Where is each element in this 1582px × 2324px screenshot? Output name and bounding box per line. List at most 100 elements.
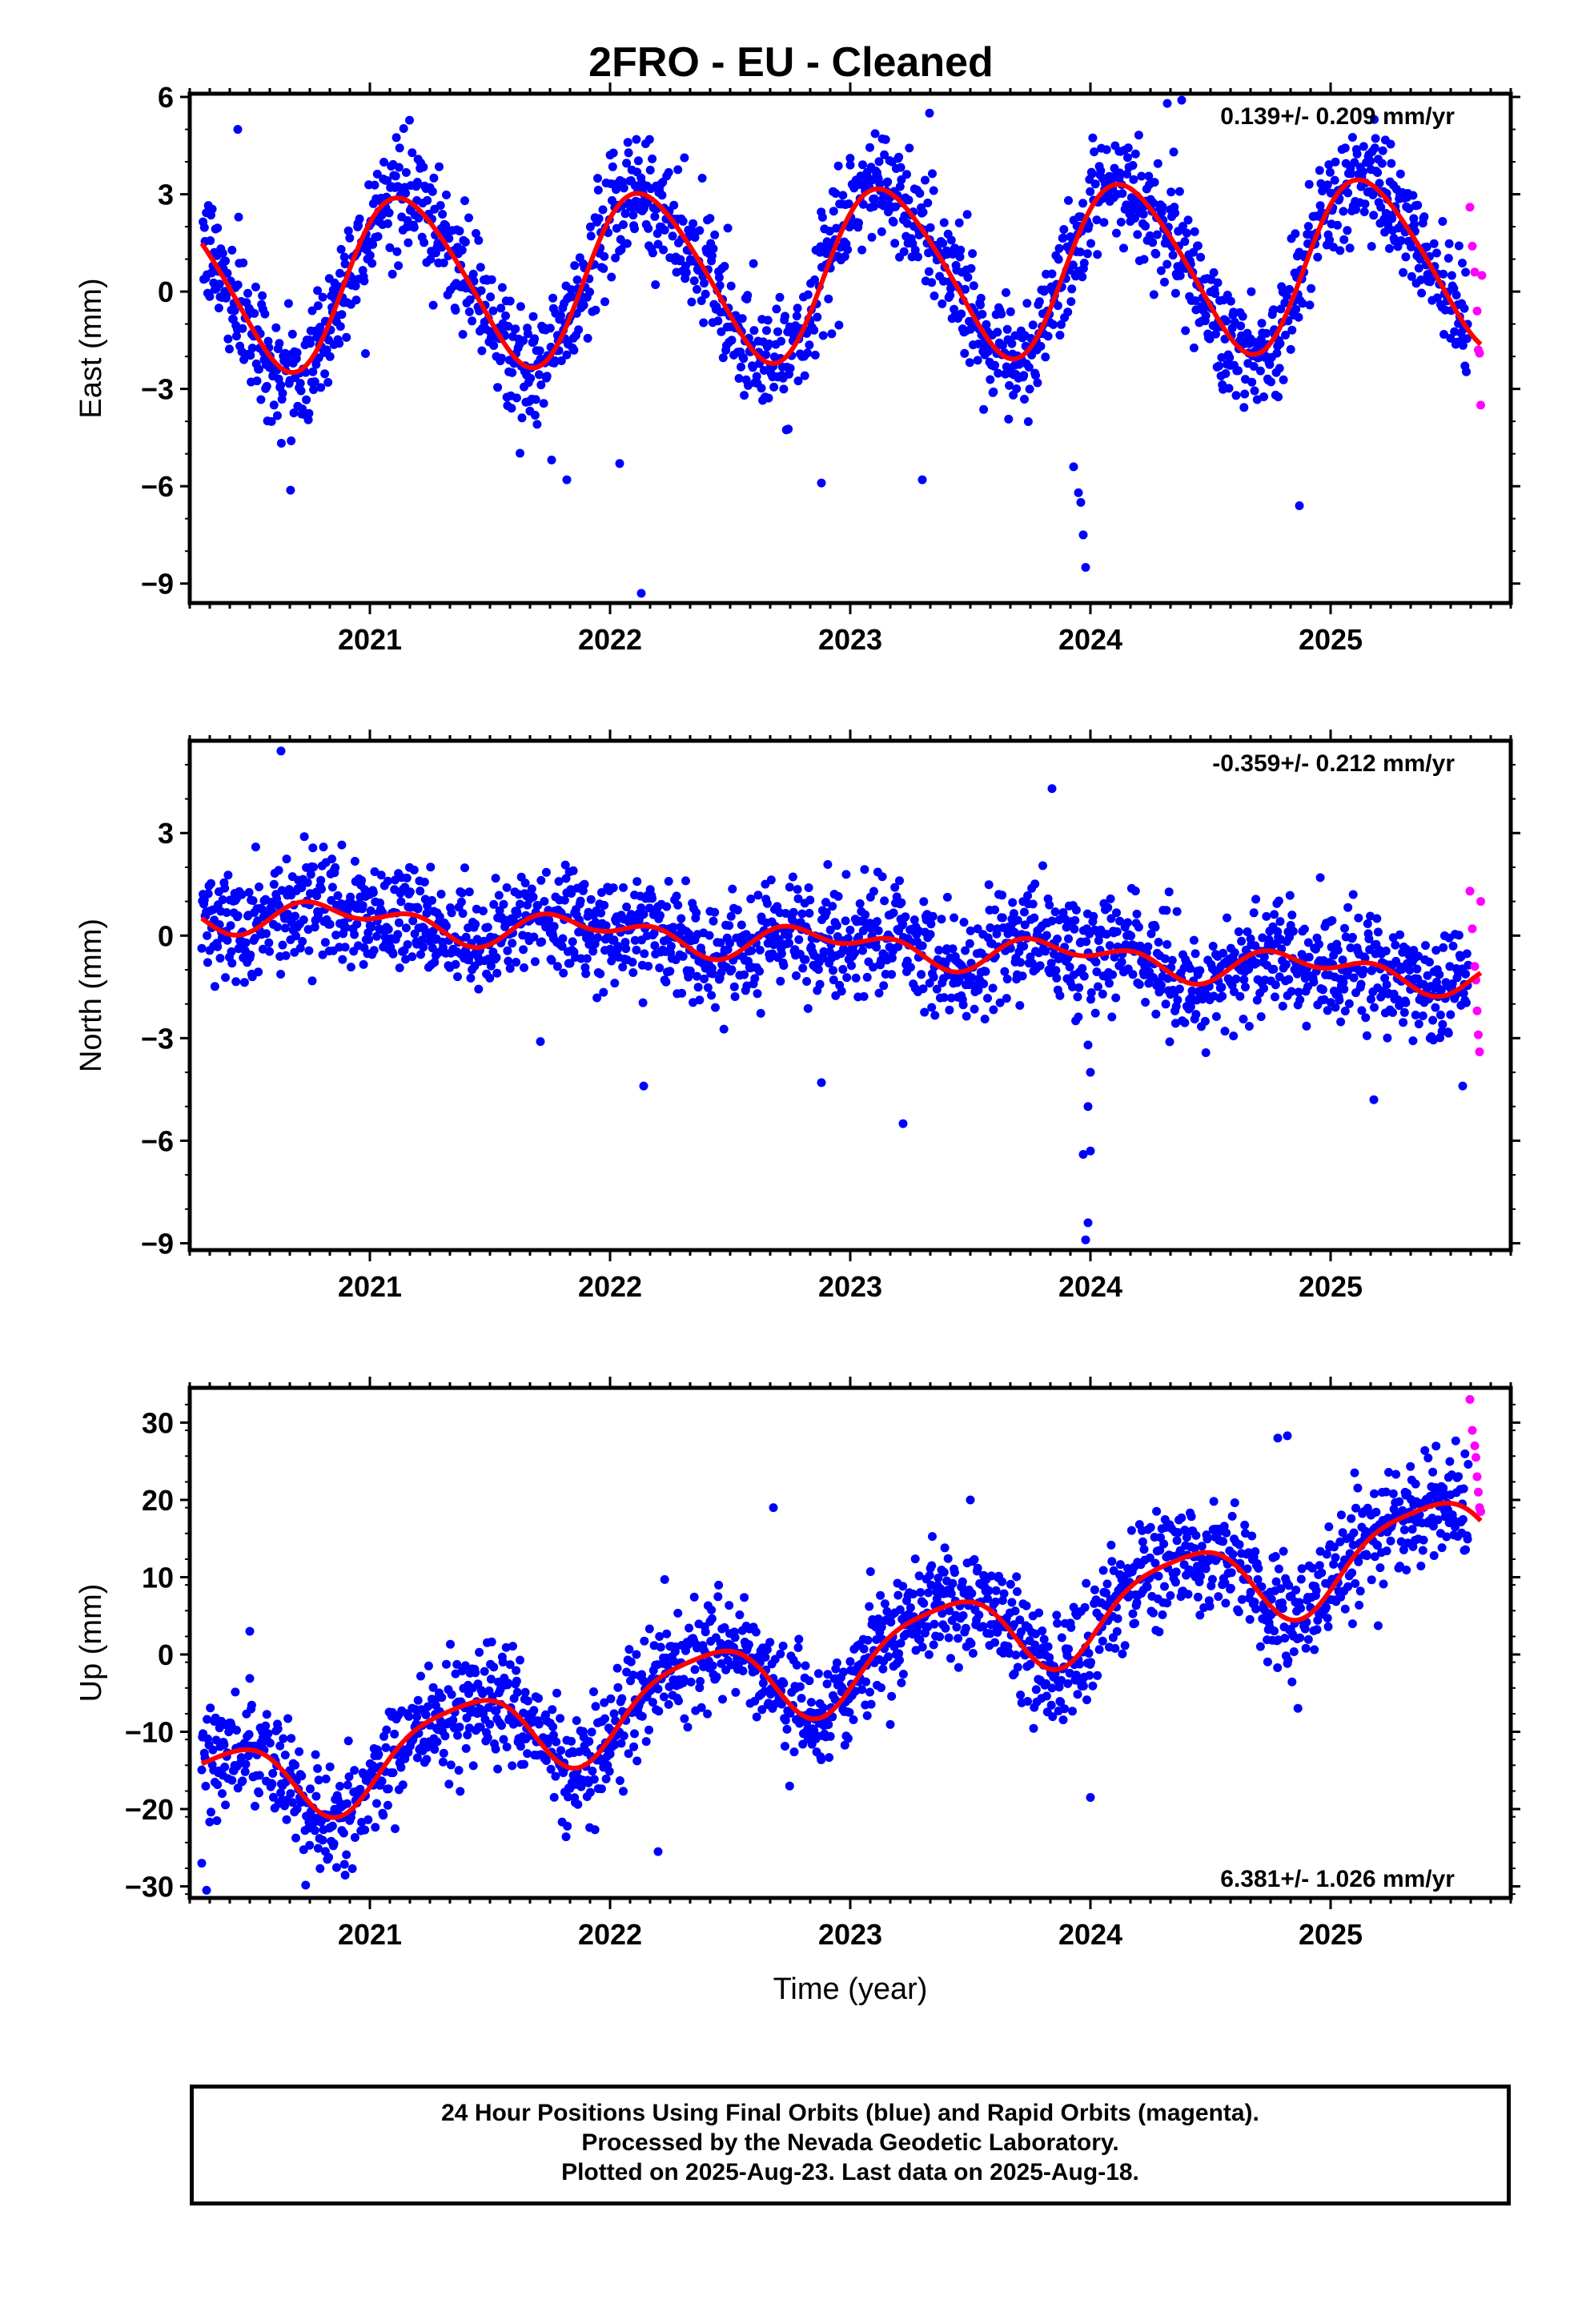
data-point bbox=[1247, 377, 1257, 387]
data-point bbox=[869, 887, 878, 896]
data-point bbox=[1366, 156, 1375, 166]
data-point bbox=[701, 1627, 710, 1637]
data-point bbox=[548, 1722, 558, 1731]
data-point bbox=[1195, 966, 1205, 975]
data-point bbox=[653, 1684, 663, 1694]
data-point bbox=[318, 950, 327, 959]
data-point bbox=[633, 156, 643, 166]
data-point bbox=[215, 954, 225, 963]
data-point bbox=[1068, 260, 1078, 270]
data-point bbox=[1344, 999, 1354, 1008]
rapid-point bbox=[1470, 962, 1480, 971]
data-point bbox=[899, 247, 909, 256]
data-point bbox=[1010, 927, 1019, 937]
data-point bbox=[707, 251, 717, 260]
data-point bbox=[827, 329, 837, 339]
data-point bbox=[928, 169, 937, 179]
data-point bbox=[762, 1645, 772, 1655]
data-point bbox=[291, 911, 300, 921]
data-point-outlier bbox=[353, 219, 363, 228]
data-point bbox=[381, 1743, 391, 1752]
data-point bbox=[1234, 366, 1243, 376]
data-point bbox=[1160, 954, 1170, 963]
data-point-outlier bbox=[1047, 784, 1057, 794]
data-point bbox=[1031, 371, 1040, 380]
data-point bbox=[485, 1719, 495, 1729]
data-point bbox=[1150, 923, 1160, 932]
data-point bbox=[1318, 985, 1327, 995]
data-point bbox=[1399, 267, 1408, 277]
data-point bbox=[1249, 908, 1259, 918]
data-point bbox=[369, 946, 379, 955]
data-point bbox=[557, 942, 567, 951]
data-point bbox=[886, 1618, 896, 1627]
data-point bbox=[1412, 964, 1422, 974]
data-point bbox=[909, 915, 919, 925]
data-point bbox=[1416, 275, 1426, 284]
data-point bbox=[1275, 917, 1285, 927]
data-point bbox=[339, 252, 349, 262]
data-point bbox=[452, 1659, 462, 1669]
data-point bbox=[207, 204, 217, 214]
data-point bbox=[966, 926, 975, 935]
data-point bbox=[1241, 375, 1250, 384]
data-point bbox=[341, 923, 351, 932]
data-point bbox=[1064, 195, 1073, 205]
data-point bbox=[729, 982, 739, 991]
data-point bbox=[1347, 133, 1357, 142]
data-point bbox=[564, 1792, 572, 1802]
data-point bbox=[273, 923, 282, 931]
data-point bbox=[1415, 255, 1425, 264]
data-point bbox=[1377, 159, 1387, 168]
data-point bbox=[1182, 228, 1191, 238]
data-point bbox=[757, 1705, 767, 1715]
data-point bbox=[669, 923, 678, 932]
data-point bbox=[1315, 873, 1325, 883]
data-point bbox=[680, 153, 689, 163]
x-tick-label: 2025 bbox=[1299, 623, 1363, 656]
data-point bbox=[486, 1675, 496, 1684]
data-point bbox=[1411, 1011, 1420, 1019]
data-point bbox=[1244, 964, 1254, 974]
data-point bbox=[653, 239, 663, 249]
data-point bbox=[1407, 271, 1416, 281]
data-point bbox=[930, 1011, 940, 1020]
data-point bbox=[872, 943, 881, 952]
data-point bbox=[917, 970, 926, 979]
data-point bbox=[1208, 942, 1218, 951]
data-point bbox=[866, 1699, 876, 1709]
data-point bbox=[891, 202, 900, 211]
data-point bbox=[711, 1003, 720, 1012]
data-point bbox=[1359, 207, 1369, 216]
data-point bbox=[997, 309, 1006, 319]
data-point bbox=[1229, 1031, 1239, 1041]
data-point bbox=[659, 245, 669, 255]
data-point bbox=[995, 998, 1005, 1007]
data-point bbox=[519, 945, 528, 955]
data-point bbox=[1315, 201, 1325, 211]
data-point bbox=[966, 263, 976, 273]
data-point bbox=[297, 883, 307, 892]
data-point bbox=[227, 959, 237, 968]
data-point bbox=[1373, 168, 1383, 177]
data-point bbox=[315, 1864, 325, 1873]
data-point bbox=[889, 217, 898, 227]
data-point bbox=[678, 216, 688, 226]
data-point bbox=[282, 854, 291, 864]
data-point bbox=[628, 211, 638, 220]
data-point bbox=[421, 1710, 431, 1719]
data-point bbox=[939, 993, 949, 1003]
data-point bbox=[379, 158, 388, 167]
data-point bbox=[484, 1703, 493, 1712]
data-point bbox=[604, 1767, 614, 1776]
data-point bbox=[613, 1683, 623, 1692]
data-point bbox=[1186, 963, 1195, 973]
data-point bbox=[1459, 988, 1468, 998]
data-point bbox=[1112, 927, 1122, 936]
data-point bbox=[1066, 232, 1075, 242]
data-point bbox=[207, 879, 215, 888]
data-point bbox=[1339, 207, 1348, 216]
data-point bbox=[444, 234, 454, 243]
data-point bbox=[620, 209, 630, 219]
data-point bbox=[792, 1660, 801, 1670]
